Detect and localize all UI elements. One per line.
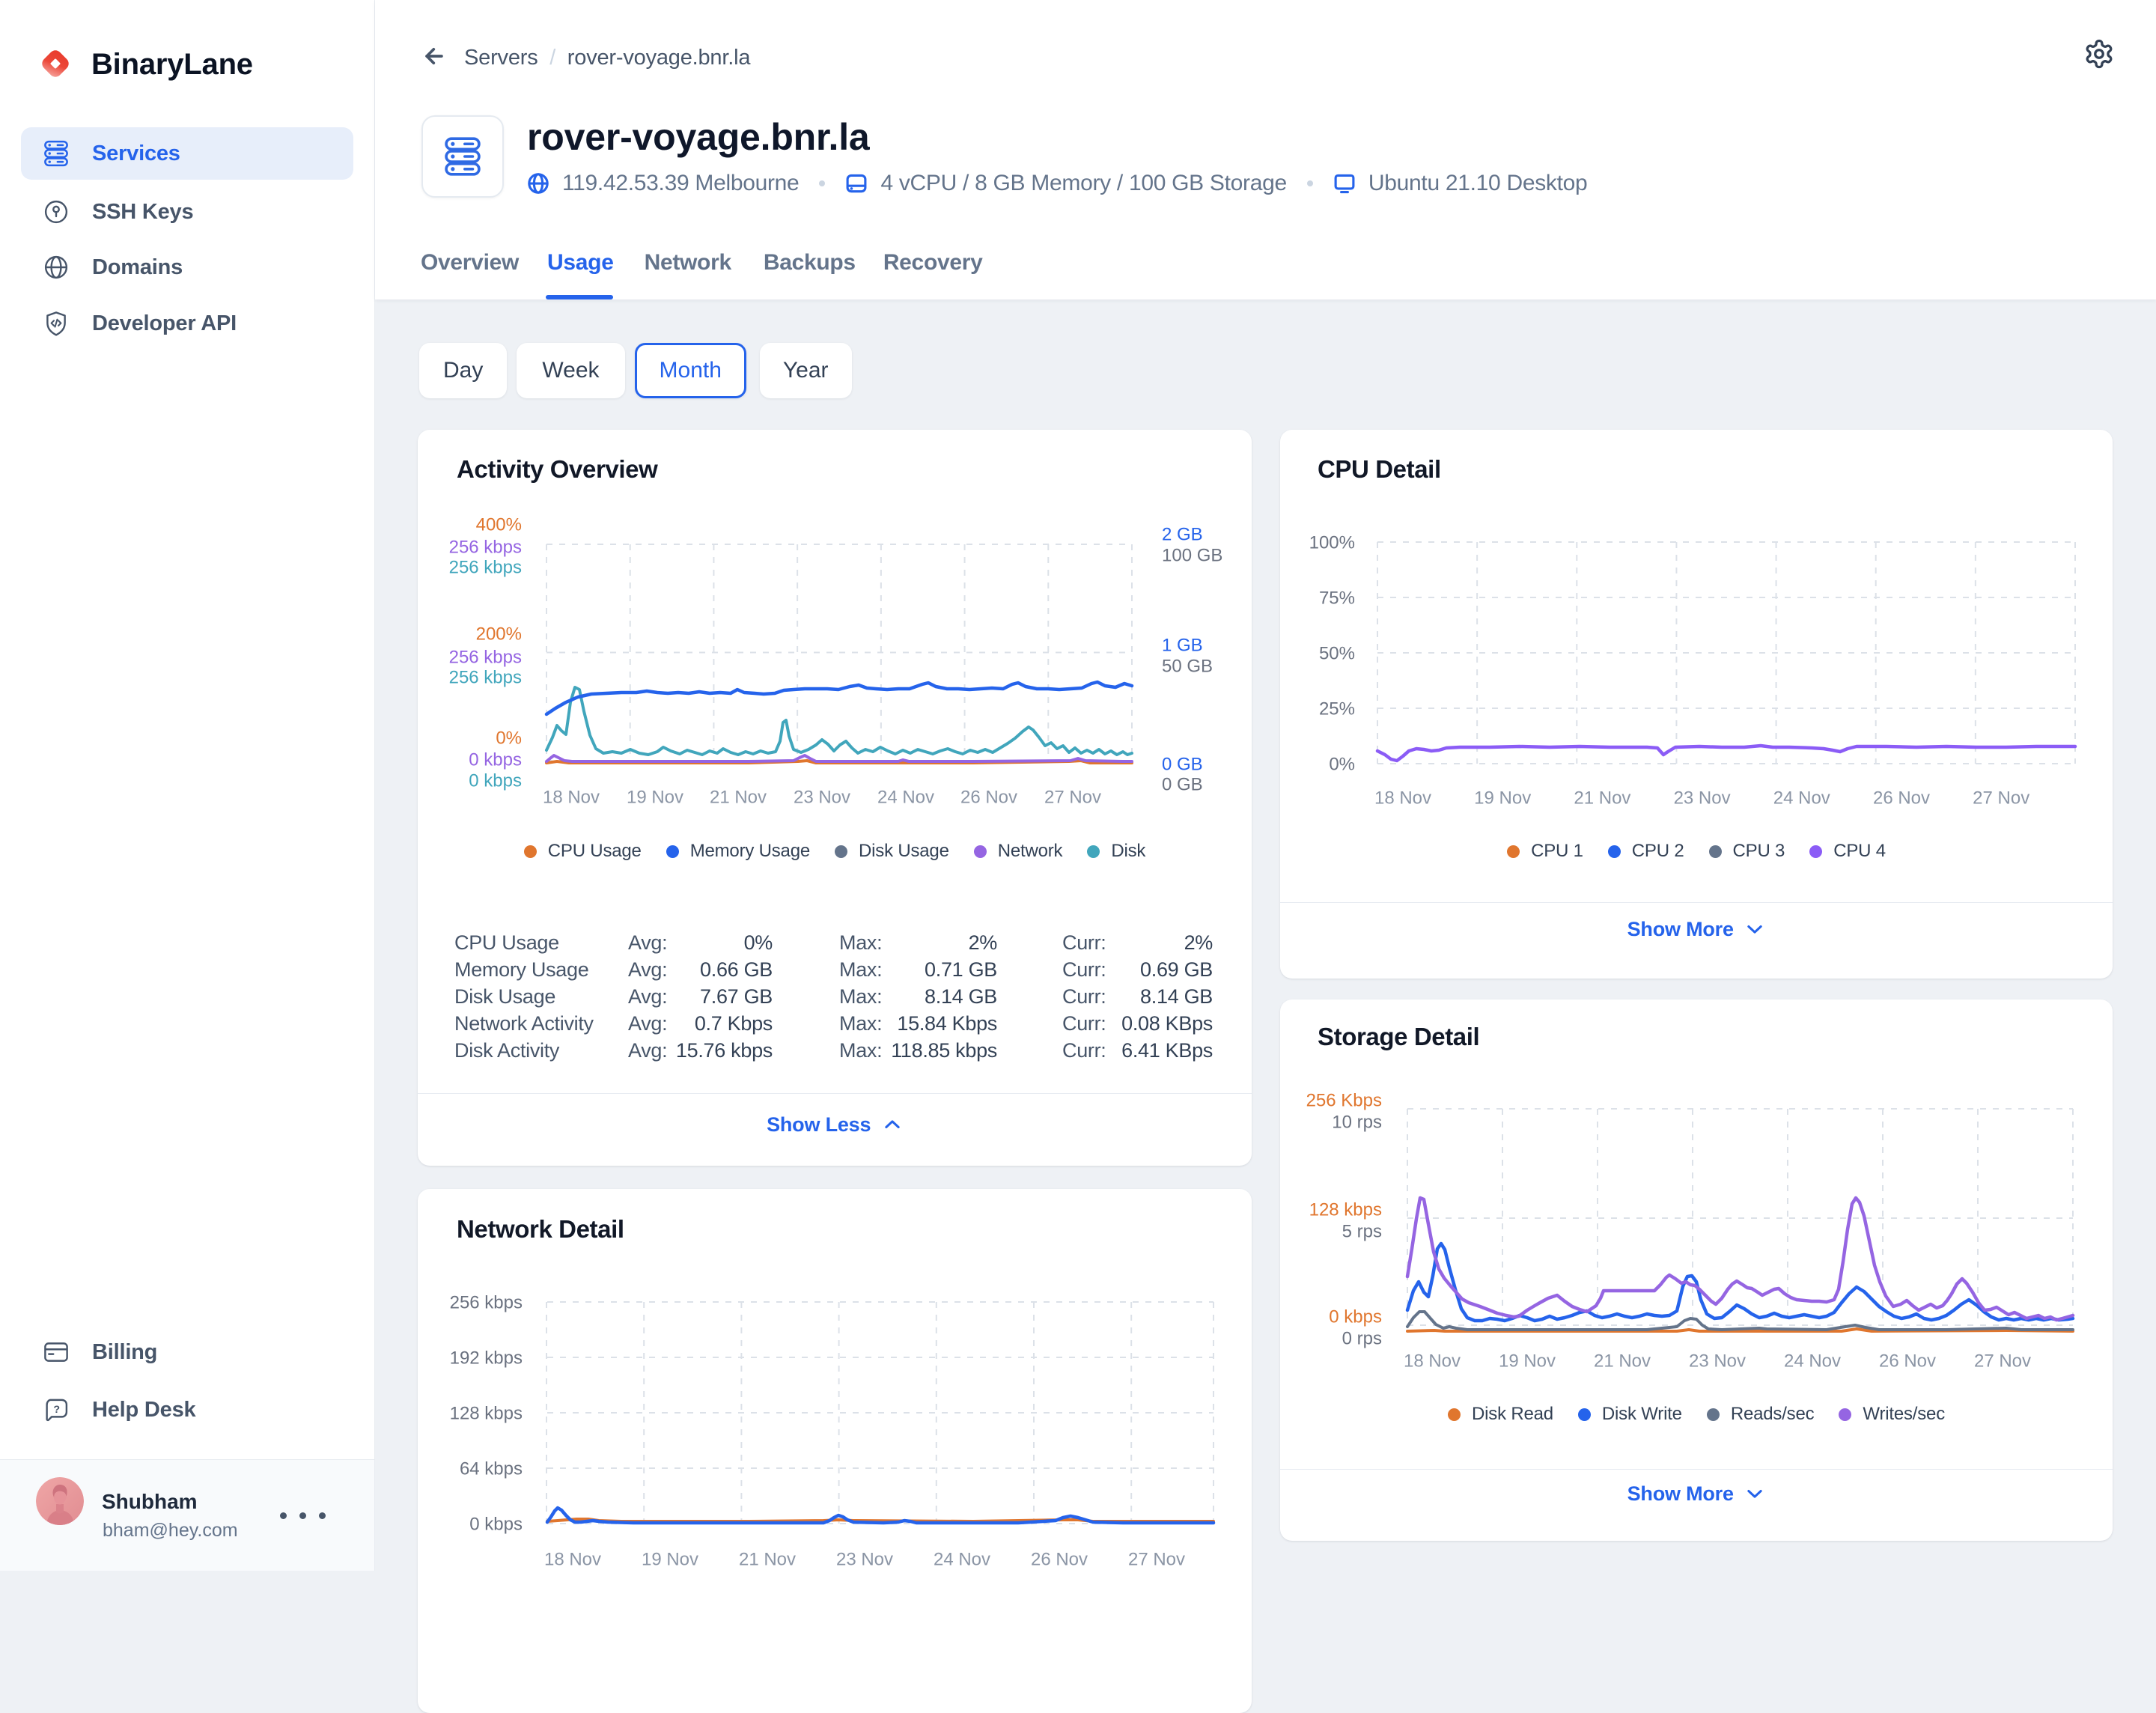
svg-text:26 Nov: 26 Nov <box>1873 788 1930 808</box>
svg-text:19 Nov: 19 Nov <box>1474 788 1531 808</box>
svg-text:0%: 0% <box>1329 754 1355 774</box>
svg-text:21 Nov: 21 Nov <box>710 787 767 807</box>
svg-text:0%: 0% <box>496 728 522 748</box>
svg-text:50 GB: 50 GB <box>1162 656 1213 676</box>
svg-text:0 GB: 0 GB <box>1162 774 1203 794</box>
svg-text:2 GB: 2 GB <box>1162 524 1203 544</box>
svg-text:192 kbps: 192 kbps <box>450 1348 523 1368</box>
svg-text:0 GB: 0 GB <box>1162 754 1203 774</box>
svg-text:24 Nov: 24 Nov <box>1784 1351 1841 1371</box>
svg-text:26 Nov: 26 Nov <box>1879 1351 1936 1371</box>
svg-text:128 kbps: 128 kbps <box>1309 1199 1382 1220</box>
svg-text:27 Nov: 27 Nov <box>1044 787 1101 807</box>
svg-text:50%: 50% <box>1319 643 1355 663</box>
svg-text:18 Nov: 18 Nov <box>543 787 600 807</box>
svg-text:64 kbps: 64 kbps <box>460 1458 523 1479</box>
svg-text:19 Nov: 19 Nov <box>627 787 683 807</box>
svg-text:27 Nov: 27 Nov <box>1128 1549 1185 1569</box>
svg-text:256 Kbps: 256 Kbps <box>1306 1090 1382 1110</box>
svg-text:21 Nov: 21 Nov <box>1594 1351 1651 1371</box>
svg-text:10 rps: 10 rps <box>1332 1112 1382 1132</box>
svg-text:24 Nov: 24 Nov <box>877 787 934 807</box>
svg-text:1 GB: 1 GB <box>1162 635 1203 655</box>
svg-text:0 kbps: 0 kbps <box>1329 1306 1382 1327</box>
svg-text:0 kbps: 0 kbps <box>469 770 522 791</box>
svg-text:256 kbps: 256 kbps <box>449 647 522 667</box>
svg-text:400%: 400% <box>476 514 522 535</box>
svg-text:21 Nov: 21 Nov <box>1574 788 1630 808</box>
svg-text:5 rps: 5 rps <box>1342 1221 1382 1241</box>
svg-text:26 Nov: 26 Nov <box>960 787 1017 807</box>
svg-text:128 kbps: 128 kbps <box>450 1403 523 1423</box>
svg-text:100 GB: 100 GB <box>1162 545 1222 565</box>
svg-text:27 Nov: 27 Nov <box>1973 788 2029 808</box>
svg-text:18 Nov: 18 Nov <box>1374 788 1431 808</box>
svg-text:0 rps: 0 rps <box>1342 1328 1382 1348</box>
svg-text:23 Nov: 23 Nov <box>836 1549 893 1569</box>
svg-text:23 Nov: 23 Nov <box>1674 788 1731 808</box>
svg-text:256 kbps: 256 kbps <box>449 667 522 687</box>
svg-text:100%: 100% <box>1309 532 1355 553</box>
svg-text:23 Nov: 23 Nov <box>1689 1351 1746 1371</box>
svg-text:0 kbps: 0 kbps <box>469 1514 523 1534</box>
svg-text:200%: 200% <box>476 624 522 644</box>
svg-text:21 Nov: 21 Nov <box>739 1549 796 1569</box>
svg-text:27 Nov: 27 Nov <box>1974 1351 2031 1371</box>
svg-text:75%: 75% <box>1319 588 1355 608</box>
svg-text:?: ? <box>53 1404 60 1416</box>
svg-text:256 kbps: 256 kbps <box>450 1292 523 1312</box>
svg-text:256 kbps: 256 kbps <box>449 537 522 557</box>
svg-text:256 kbps: 256 kbps <box>449 557 522 577</box>
svg-text:24 Nov: 24 Nov <box>934 1549 990 1569</box>
svg-text:18 Nov: 18 Nov <box>544 1549 601 1569</box>
svg-text:19 Nov: 19 Nov <box>642 1549 698 1569</box>
svg-text:24 Nov: 24 Nov <box>1773 788 1830 808</box>
svg-text:0 kbps: 0 kbps <box>469 749 522 770</box>
svg-text:25%: 25% <box>1319 699 1355 719</box>
svg-text:18 Nov: 18 Nov <box>1404 1351 1461 1371</box>
svg-text:23 Nov: 23 Nov <box>794 787 850 807</box>
svg-text:19 Nov: 19 Nov <box>1499 1351 1556 1371</box>
svg-text:26 Nov: 26 Nov <box>1031 1549 1088 1569</box>
